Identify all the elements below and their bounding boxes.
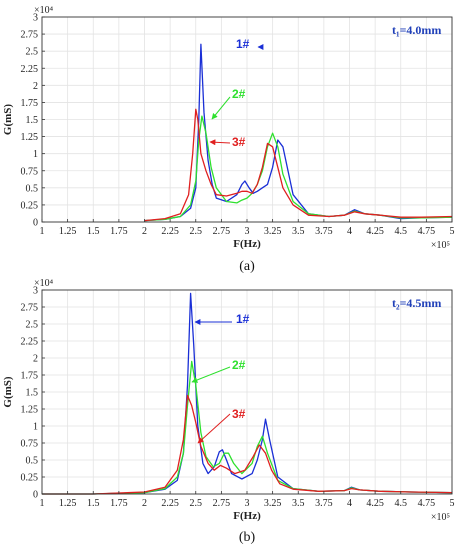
y-tick-label: 2 <box>33 354 38 365</box>
y-tick-label: 1.75 <box>21 98 39 109</box>
y-tick-label: 2.25 <box>21 64 39 75</box>
x-tick-label: 4.25 <box>366 498 384 509</box>
x-tick-label: 2 <box>142 498 147 509</box>
x-tick-label: 5 <box>450 226 455 237</box>
x-tick-label: 4 <box>347 498 352 509</box>
x-tick-label: 3 <box>245 498 250 509</box>
x-tick-label: 1.25 <box>59 498 77 509</box>
annotation-arrow-3 <box>197 413 231 444</box>
x-tick-label: 4 <box>347 226 352 237</box>
series-label-3: 3# <box>232 407 246 421</box>
x-tick-label: 1 <box>40 226 45 237</box>
series-label-3: 3# <box>232 135 246 149</box>
subfigure-caption: (a) <box>239 259 255 274</box>
x-tick-label: 4.25 <box>366 226 384 237</box>
y-tick-label: 0.25 <box>21 473 39 484</box>
x-tick-label: 1.5 <box>87 498 100 509</box>
x-tick-label: 3.5 <box>292 226 305 237</box>
x-tick-label: 2 <box>142 226 147 237</box>
thickness-label: t₂=4.5mm <box>392 296 441 310</box>
x-axis-label: F(Hz) <box>233 510 261 522</box>
x-tick-label: 3.75 <box>315 226 333 237</box>
series-line-3 <box>144 108 453 222</box>
y-multiplier: ×10⁴ <box>34 278 54 289</box>
y-tick-label: 1 <box>33 149 38 160</box>
y-tick-label: 2.75 <box>21 303 39 314</box>
x-multiplier: ×10⁵ <box>431 240 450 251</box>
y-axis-label: G(mS) <box>2 376 14 408</box>
x-tick-label: 1 <box>40 498 45 509</box>
y-tick-label: 0.5 <box>26 183 39 194</box>
x-tick-label: 2.75 <box>213 498 231 509</box>
series-line-3 <box>42 394 453 495</box>
y-tick-label: 0 <box>33 218 38 229</box>
x-tick-label: 1.75 <box>110 498 128 509</box>
x-tick-label: 3.25 <box>264 226 282 237</box>
y-tick-label: 3 <box>33 13 38 24</box>
y-tick-label: 3 <box>33 286 38 297</box>
y-tick-label: 1.25 <box>21 405 39 416</box>
x-tick-label: 2.75 <box>213 226 231 237</box>
annotation-arrow-2 <box>191 366 231 383</box>
annotation-arrow-2 <box>211 96 231 120</box>
x-tick-label: 2.5 <box>190 226 203 237</box>
y-axis-label: G(mS) <box>2 104 14 136</box>
series-label-2: 2# <box>232 87 246 101</box>
y-tick-label: 2.5 <box>26 320 39 331</box>
x-tick-label: 2.25 <box>161 498 179 509</box>
x-tick-label: 2.25 <box>161 226 179 237</box>
x-tick-label: 5 <box>450 498 455 509</box>
x-tick-label: 2.5 <box>190 498 203 509</box>
series-label-2: 2# <box>232 358 246 372</box>
y-tick-label: 0.75 <box>21 439 39 450</box>
y-tick-label: 0.5 <box>26 456 39 467</box>
x-tick-label: 1.75 <box>110 226 128 237</box>
x-tick-label: 3 <box>245 226 250 237</box>
series-label-1: 1# <box>236 37 250 51</box>
y-tick-label: 0 <box>33 490 38 501</box>
x-axis-label: F(Hz) <box>233 238 261 250</box>
x-tick-label: 3.25 <box>264 498 282 509</box>
series-label-1: 1# <box>236 312 250 326</box>
thickness-label: t₁=4.0mm <box>392 23 441 37</box>
x-tick-label: 3.5 <box>292 498 305 509</box>
annotation-arrow-3 <box>209 139 231 146</box>
y-tick-label: 1 <box>33 422 38 433</box>
y-tick-label: 1.75 <box>21 371 39 382</box>
subfigure-caption: (b) <box>239 530 256 545</box>
x-tick-label: 4.5 <box>395 498 408 509</box>
x-tick-label: 1.25 <box>59 226 77 237</box>
x-tick-label: 1.5 <box>87 226 100 237</box>
y-tick-label: 1.25 <box>21 132 39 143</box>
y-tick-label: 1.5 <box>26 388 39 399</box>
y-tick-label: 0.75 <box>21 166 39 177</box>
y-tick-label: 2.25 <box>21 337 39 348</box>
y-tick-label: 2 <box>33 81 38 92</box>
y-tick-label: 2.5 <box>26 47 39 58</box>
x-multiplier: ×10⁵ <box>431 512 450 523</box>
y-multiplier: ×10⁴ <box>34 5 54 16</box>
x-tick-label: 3.75 <box>315 498 333 509</box>
y-tick-label: 2.75 <box>21 30 39 41</box>
x-tick-label: 4.75 <box>418 226 436 237</box>
x-tick-label: 4.5 <box>395 226 408 237</box>
y-tick-label: 1.5 <box>26 115 39 126</box>
series-line-1 <box>144 43 453 222</box>
x-tick-label: 4.75 <box>418 498 436 509</box>
y-tick-label: 0.25 <box>21 200 39 211</box>
